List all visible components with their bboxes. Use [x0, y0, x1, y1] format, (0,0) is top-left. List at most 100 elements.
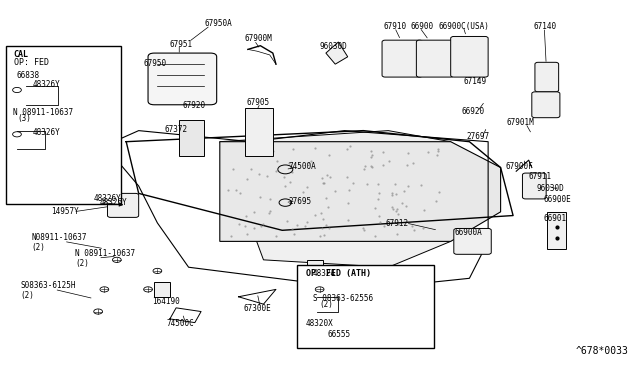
Point [264, 210, 274, 216]
Point [418, 225, 428, 231]
Point [289, 231, 300, 237]
Point [325, 174, 335, 180]
Point [359, 227, 369, 233]
Point [323, 204, 333, 210]
Point [234, 221, 244, 227]
FancyBboxPatch shape [148, 53, 217, 105]
Text: 67149: 67149 [463, 77, 486, 86]
Point [391, 191, 401, 197]
Text: 67950: 67950 [143, 58, 167, 68]
Point [302, 183, 312, 189]
Text: 67911: 67911 [529, 172, 552, 181]
Point [431, 198, 441, 204]
Point [342, 217, 353, 222]
Bar [244, 109, 273, 157]
Text: 66555: 66555 [327, 330, 350, 339]
Bar [547, 212, 566, 249]
Point [366, 148, 376, 154]
Text: N 08911-10637
(2): N 08911-10637 (2) [75, 249, 135, 269]
Point [360, 163, 370, 169]
Text: N 08911-10637: N 08911-10637 [13, 108, 73, 117]
Text: CAL: CAL [14, 51, 29, 60]
Point [323, 225, 333, 231]
Text: (2): (2) [319, 300, 333, 310]
Bar [307, 260, 323, 293]
Point [348, 180, 358, 186]
Point [403, 150, 413, 156]
Point [374, 214, 384, 219]
Point [419, 207, 429, 213]
Point [343, 200, 353, 206]
Point [262, 173, 273, 179]
Point [298, 189, 308, 195]
Text: 66900: 66900 [410, 22, 433, 31]
Point [241, 214, 251, 219]
Point [272, 158, 282, 164]
Point [392, 231, 402, 237]
Point [282, 218, 292, 224]
FancyBboxPatch shape [108, 193, 139, 217]
Point [402, 163, 412, 169]
Point [379, 222, 389, 228]
Point [235, 190, 245, 196]
Point [344, 187, 355, 193]
Point [408, 160, 419, 166]
Bar [154, 282, 170, 297]
Point [373, 181, 383, 187]
Point [256, 224, 266, 230]
Text: 67912: 67912 [385, 219, 408, 228]
Text: 67920: 67920 [182, 101, 205, 110]
Point [370, 205, 380, 211]
Point [433, 148, 443, 154]
Point [392, 206, 403, 212]
Text: 67372: 67372 [165, 125, 188, 134]
Point [387, 204, 397, 210]
Text: 74500A: 74500A [289, 162, 316, 171]
Point [241, 231, 252, 237]
Point [310, 212, 321, 218]
Point [365, 154, 376, 160]
Point [287, 169, 297, 174]
Point [319, 180, 330, 186]
Polygon shape [220, 142, 500, 241]
Point [408, 227, 419, 233]
Point [317, 175, 327, 181]
Point [407, 223, 417, 229]
Point [321, 222, 331, 228]
Point [280, 183, 291, 189]
FancyBboxPatch shape [6, 46, 121, 205]
Point [319, 232, 330, 238]
Point [254, 171, 264, 177]
Point [318, 180, 328, 186]
Point [367, 164, 378, 170]
Point [378, 162, 388, 168]
Text: 27695: 27695 [289, 197, 312, 206]
Point [246, 166, 256, 171]
FancyBboxPatch shape [535, 62, 559, 92]
Text: 67905: 67905 [246, 99, 269, 108]
Text: 74500C: 74500C [167, 319, 195, 328]
Text: 66838: 66838 [17, 71, 40, 80]
Point [373, 196, 383, 202]
Point [374, 190, 384, 196]
Point [387, 190, 397, 196]
Point [403, 183, 413, 189]
Point [268, 148, 278, 154]
Text: 164190: 164190 [152, 297, 180, 306]
Text: 14957Y: 14957Y [51, 207, 79, 217]
Point [240, 223, 250, 229]
Point [321, 195, 332, 201]
Point [345, 143, 355, 149]
Point [288, 145, 298, 151]
Text: 66920: 66920 [462, 106, 485, 116]
Point [434, 189, 444, 195]
Point [249, 225, 259, 231]
Text: 48324: 48324 [312, 269, 335, 278]
Point [388, 206, 398, 212]
FancyBboxPatch shape [454, 228, 492, 254]
Point [271, 232, 281, 238]
Point [316, 233, 326, 239]
Text: OP: FED: OP: FED [14, 58, 49, 67]
Point [285, 179, 295, 185]
Text: 67910: 67910 [383, 22, 406, 31]
